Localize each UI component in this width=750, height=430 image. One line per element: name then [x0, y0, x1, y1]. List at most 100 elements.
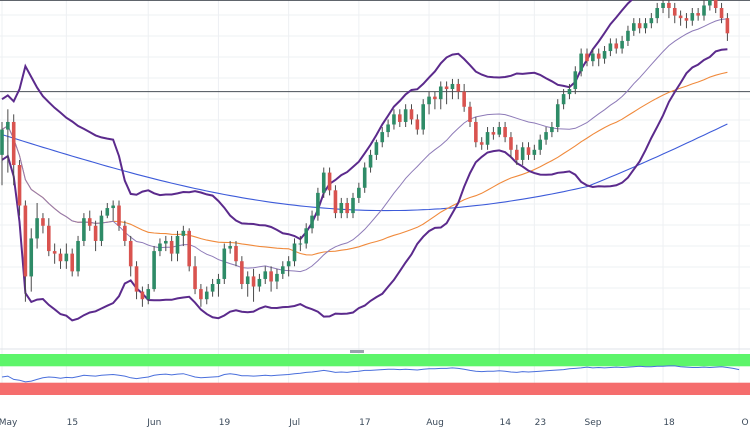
- candle-body: [228, 246, 232, 249]
- candle-body: [222, 248, 227, 279]
- candle-body: [362, 167, 367, 188]
- candle-body: [468, 106, 472, 122]
- candle-body: [515, 149, 519, 160]
- candle-body: [99, 215, 104, 241]
- candle-body: [111, 205, 115, 209]
- candle-body: [41, 218, 45, 226]
- candle-body: [204, 291, 209, 300]
- candle-body: [380, 132, 385, 143]
- candle-body: [532, 149, 537, 155]
- candle-body: [614, 43, 619, 49]
- candle-body: [304, 228, 308, 244]
- candle-body: [503, 127, 507, 138]
- candle-body: [433, 96, 437, 100]
- candle-body: [585, 53, 589, 62]
- candle-body: [23, 205, 28, 277]
- candle-body: [690, 13, 695, 21]
- candle-body: [509, 137, 513, 150]
- candle-body: [479, 142, 484, 145]
- candle-body: [591, 53, 595, 62]
- candle-body: [620, 40, 624, 49]
- x-tick-label: Sep: [585, 418, 602, 428]
- candle-body: [339, 202, 344, 214]
- bollinger-mid-line: [1, 18, 728, 273]
- x-tick-label: 15: [67, 418, 78, 428]
- candle-body: [175, 235, 180, 254]
- candle-body: [708, 0, 712, 6]
- candle-body: [637, 23, 642, 29]
- candle-body: [123, 225, 127, 241]
- candle-body: [427, 96, 431, 105]
- x-tick-label: Jun: [146, 418, 161, 428]
- candle-body: [181, 230, 186, 236]
- candle-body: [316, 192, 320, 216]
- rsi-overbought-zone: [0, 354, 750, 367]
- candle-body: [29, 238, 34, 277]
- candle-body: [485, 132, 490, 145]
- candle-body: [292, 243, 297, 262]
- candle-body: [286, 261, 291, 267]
- candle-body: [608, 43, 613, 52]
- candle-body: [245, 276, 250, 285]
- candle-body: [661, 2, 665, 8]
- candle-body: [438, 86, 443, 100]
- pane-splitter: [350, 350, 364, 353]
- candle-body: [520, 147, 525, 160]
- candle-body: [398, 114, 402, 122]
- bollinger-upper-line: [1, 0, 634, 241]
- candle-body: [11, 121, 16, 165]
- candle-body: [421, 104, 425, 130]
- candle-body: [234, 246, 238, 262]
- candle-body: [140, 291, 145, 300]
- candle-body: [544, 132, 548, 140]
- candle-body: [187, 230, 191, 267]
- candle-body: [321, 172, 326, 193]
- candle-body: [64, 253, 69, 262]
- candle-body: [76, 240, 80, 272]
- candle-body: [298, 243, 303, 245]
- candle-body: [216, 278, 221, 285]
- candle-body: [491, 132, 496, 135]
- candle-body: [596, 53, 601, 59]
- candle-body: [368, 154, 373, 168]
- candle-body: [538, 139, 542, 150]
- candle-body: [0, 129, 4, 155]
- ma50-line: [1, 71, 728, 256]
- candle-body: [386, 124, 390, 133]
- candle-body: [58, 253, 63, 262]
- x-tick-label: 18: [663, 418, 675, 428]
- candle-body: [269, 271, 273, 282]
- candle-body: [281, 266, 285, 274]
- candle-body: [52, 251, 57, 254]
- candle-body: [117, 205, 121, 226]
- candle-body: [579, 53, 583, 72]
- candle-body: [450, 83, 455, 90]
- x-tick-label: 14: [500, 418, 512, 428]
- candle-body: [351, 197, 355, 214]
- candle-body: [696, 13, 700, 16]
- candle-body: [626, 30, 630, 41]
- candle-body: [655, 8, 659, 19]
- candle-body: [134, 266, 139, 292]
- candle-body: [251, 276, 256, 287]
- candle-body: [392, 114, 396, 125]
- candle-body: [678, 15, 683, 19]
- candle-body: [17, 165, 22, 206]
- candle-body: [602, 51, 607, 59]
- candle-body: [82, 218, 86, 241]
- candle-body: [210, 284, 215, 292]
- candle-body: [93, 225, 98, 241]
- candle-body: [128, 240, 133, 267]
- candle-body: [275, 273, 279, 282]
- candle-body: [87, 218, 92, 226]
- candle-body: [105, 208, 110, 216]
- candle-body: [667, 2, 671, 8]
- candle-body: [632, 23, 636, 31]
- bollinger-lower-line: [1, 48, 728, 322]
- candle-body: [199, 289, 203, 300]
- candle-body: [719, 8, 724, 19]
- candle-body: [193, 266, 197, 290]
- candle-body: [327, 172, 332, 191]
